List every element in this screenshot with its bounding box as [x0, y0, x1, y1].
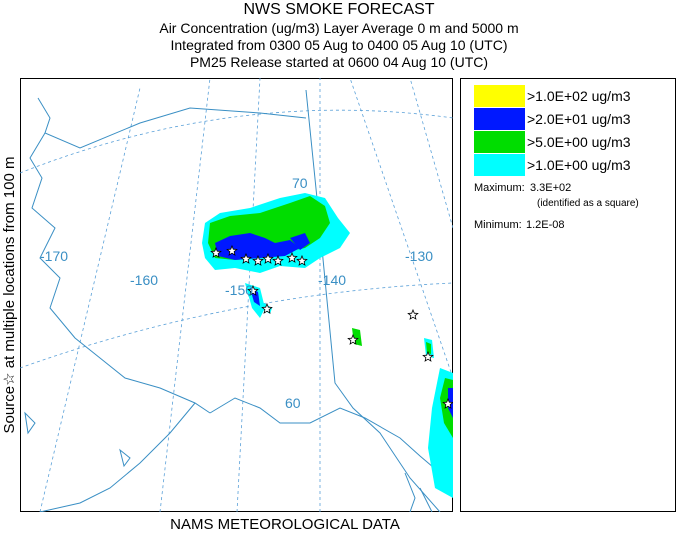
maximum-value: 3.3E+02	[530, 182, 572, 194]
maximum-note: (identified as a square)	[537, 198, 639, 209]
smoke-plume-southeast	[428, 368, 453, 498]
lat-lon-grid	[20, 78, 453, 512]
source-star-icon	[422, 350, 434, 362]
legend-swatch	[474, 108, 525, 130]
smoke-plume-small	[352, 328, 434, 358]
lon-label-130: -130	[405, 248, 433, 264]
source-star-icon	[296, 254, 308, 266]
lat-label-60: 60	[285, 395, 301, 411]
legend-swatch	[474, 154, 525, 176]
smoke-plume-main	[202, 193, 350, 318]
meteorological-data-footer: NAMS METEOROLOGICAL DATA	[170, 516, 400, 533]
source-star-icon	[210, 246, 222, 258]
legend-swatch	[474, 85, 525, 107]
lon-label-170: -170	[40, 248, 68, 264]
lon-label-140: -140	[318, 272, 346, 288]
source-star-icon	[286, 251, 298, 263]
source-star-icon	[347, 333, 359, 345]
source-star-icon	[262, 252, 274, 264]
smoke-map: -170 -160 -150 -140 -130 70 60	[20, 78, 453, 512]
coastline	[24, 97, 453, 512]
legend-label: >5.0E+00 ug/m3	[527, 134, 631, 150]
map-frame	[20, 78, 453, 512]
legend-label: >2.0E+01 ug/m3	[527, 111, 631, 127]
source-star-icon	[240, 252, 252, 264]
source-star-icon	[247, 284, 259, 296]
legend-label: >1.0E+02 ug/m3	[527, 88, 631, 104]
minimum-label: Minimum:	[474, 219, 522, 231]
lon-label-160: -160	[130, 272, 158, 288]
source-markers	[210, 244, 453, 409]
source-star-icon	[226, 244, 238, 256]
integration-period: Integrated from 0300 05 Aug to 0400 05 A…	[170, 37, 508, 53]
source-star-icon	[252, 254, 264, 266]
legend-panel: >1.0E+02 ug/m3 >2.0E+01 ug/m3 >5.0E+00 u…	[460, 78, 676, 512]
source-side-label: Source☆ at multiple locations from 100 m	[1, 156, 18, 434]
lon-label-150: -150	[225, 282, 253, 298]
legend-swatch	[474, 131, 525, 153]
source-star-icon	[272, 254, 284, 266]
minimum-value: 1.2E-08	[526, 219, 565, 231]
source-star-icon	[407, 308, 419, 320]
legend-label: >1.0E+00 ug/m3	[527, 157, 631, 173]
maximum-label: Maximum:	[474, 182, 525, 194]
concentration-subtitle: Air Concentration (ug/m3) Layer Average …	[159, 20, 519, 36]
source-star-icon	[442, 397, 453, 409]
lat-label-70: 70	[292, 175, 308, 191]
forecast-title: NWS SMOKE FORECAST	[243, 1, 435, 18]
release-info: PM25 Release started at 0600 04 Aug 10 (…	[189, 54, 489, 70]
source-star-icon	[261, 302, 273, 314]
